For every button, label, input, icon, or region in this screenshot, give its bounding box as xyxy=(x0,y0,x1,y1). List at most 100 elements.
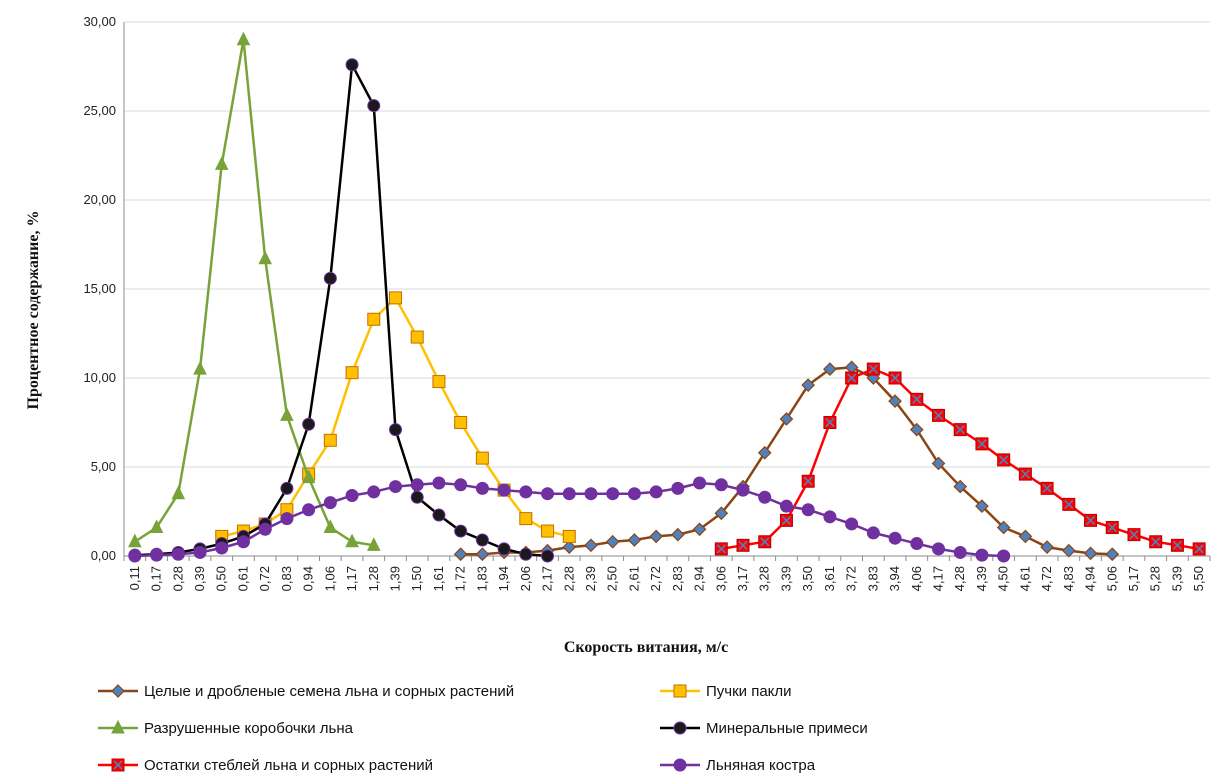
x-tick-label: 1,06 xyxy=(322,566,337,591)
legend-label: Целые и дробленые семена льна и сорных р… xyxy=(144,683,514,700)
data-point xyxy=(541,549,555,563)
data-point xyxy=(931,456,946,471)
y-tick-label: 5,00 xyxy=(91,459,116,474)
data-point xyxy=(1061,543,1076,558)
x-tick-label: 5,06 xyxy=(1104,566,1119,591)
y-tick-label: 30,00 xyxy=(83,14,116,29)
x-tick-label: 4,50 xyxy=(996,566,1011,591)
data-point xyxy=(149,519,164,534)
x-tick-label: 2,61 xyxy=(626,566,641,591)
data-point xyxy=(258,250,272,265)
data-point xyxy=(497,483,511,497)
data-point xyxy=(236,535,250,549)
data-point xyxy=(1105,521,1119,535)
data-point xyxy=(779,499,793,513)
data-point xyxy=(953,545,967,559)
x-tick-label: 0,50 xyxy=(214,566,229,591)
data-point xyxy=(171,485,186,500)
x-tick-label: 4,72 xyxy=(1039,566,1054,591)
data-point xyxy=(128,533,142,548)
y-tick-label: 25,00 xyxy=(83,103,116,118)
data-point xyxy=(323,519,338,534)
legend-label: Разрушенные коробочки льна xyxy=(144,720,354,737)
x-axis-title: Скорость витания, м/с xyxy=(564,639,728,656)
data-point xyxy=(975,548,989,562)
x-tick-label: 1,83 xyxy=(474,566,489,591)
data-point xyxy=(627,533,642,547)
data-point xyxy=(693,476,707,490)
data-point xyxy=(389,480,402,494)
x-tick-label: 0,61 xyxy=(235,566,250,591)
legend-item-6: Льняная костра xyxy=(660,757,816,774)
x-tick-label: 4,39 xyxy=(974,566,989,591)
x-axis-ticks: 0,11 0,17 0,28 0,39 0,50 0,61 0,72 0,83 0,94 1,06… xyxy=(123,556,1211,591)
data-point xyxy=(345,58,359,72)
data-point xyxy=(888,371,902,385)
data-point xyxy=(1170,538,1184,552)
legend-marker xyxy=(673,721,687,735)
data-point xyxy=(323,433,337,447)
series-line xyxy=(721,367,1200,551)
data-point xyxy=(714,506,729,521)
data-point xyxy=(541,524,555,538)
series-1 xyxy=(453,360,1120,562)
series-5 xyxy=(714,362,1206,556)
data-point xyxy=(214,156,229,170)
data-point xyxy=(1062,497,1076,511)
data-point xyxy=(258,522,272,536)
data-point xyxy=(910,392,924,406)
data-point xyxy=(888,531,902,545)
data-point xyxy=(562,529,576,543)
x-tick-label: 3,28 xyxy=(757,566,772,591)
data-point xyxy=(845,517,859,531)
data-point xyxy=(1105,547,1120,562)
data-point xyxy=(996,520,1011,535)
y-tick-label: 0,00 xyxy=(91,548,116,563)
legend-marker xyxy=(111,758,125,772)
x-tick-label: 2,39 xyxy=(583,566,598,591)
data-point xyxy=(627,487,641,501)
data-point xyxy=(801,474,815,488)
x-tick-label: 4,94 xyxy=(1083,566,1098,591)
legend-label: Льняная костра xyxy=(706,757,816,774)
x-tick-label: 3,72 xyxy=(844,566,859,591)
data-point xyxy=(519,547,533,561)
series-3 xyxy=(128,31,381,551)
x-tick-label: 2,94 xyxy=(692,566,707,591)
data-point xyxy=(584,538,598,553)
x-tick-label: 2,72 xyxy=(648,566,663,591)
data-point xyxy=(714,478,728,492)
x-tick-label: 3,06 xyxy=(713,566,728,591)
data-point xyxy=(541,487,555,501)
data-point xyxy=(171,547,185,561)
data-point xyxy=(367,312,381,326)
data-point xyxy=(866,362,880,376)
data-point xyxy=(193,545,207,559)
x-tick-label: 4,06 xyxy=(909,566,924,591)
series-4 xyxy=(128,58,555,563)
x-tick-label: 3,94 xyxy=(887,566,902,591)
data-point xyxy=(410,490,424,504)
data-point xyxy=(323,496,337,510)
grid xyxy=(123,21,1210,557)
x-tick-label: 2,83 xyxy=(670,566,685,591)
data-point xyxy=(606,487,620,501)
data-point xyxy=(932,408,945,422)
data-point xyxy=(1149,535,1163,549)
data-point xyxy=(671,481,685,495)
legend-label: Остатки стеблей льна и сорных растений xyxy=(144,757,433,774)
legend-label: Минеральные примеси xyxy=(706,720,868,737)
data-point xyxy=(280,512,294,526)
data-point xyxy=(1018,467,1032,481)
data-point xyxy=(823,510,837,524)
data-point xyxy=(975,437,989,451)
data-point xyxy=(649,529,663,544)
x-tick-label: 5,17 xyxy=(1126,566,1141,591)
data-point xyxy=(389,423,402,437)
data-point xyxy=(345,488,359,502)
x-tick-label: 3,17 xyxy=(735,566,750,591)
x-tick-label: 1,72 xyxy=(453,566,468,591)
data-point xyxy=(454,478,468,492)
x-tick-label: 4,61 xyxy=(1017,566,1032,591)
data-point xyxy=(367,99,381,113)
